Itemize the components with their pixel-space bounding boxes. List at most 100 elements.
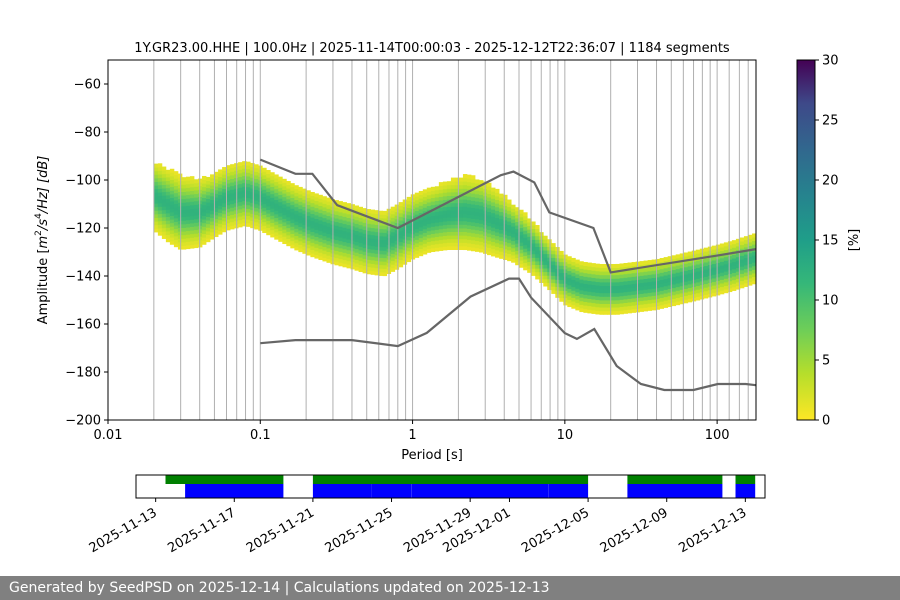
heatmap-cell <box>543 246 548 251</box>
heatmap-cell <box>470 240 476 245</box>
heatmap-cell <box>422 246 428 251</box>
heatmap-cell <box>298 212 303 217</box>
heatmap-cell <box>214 175 219 180</box>
heatmap-cell <box>322 210 327 215</box>
heatmap-cell <box>579 272 584 277</box>
heatmap-cell <box>390 221 396 226</box>
heatmap-cell <box>282 236 287 241</box>
heatmap-cell <box>715 269 721 274</box>
heatmap-cell <box>563 254 568 259</box>
heatmap-cell <box>222 174 227 179</box>
heatmap-cell <box>314 240 319 245</box>
heatmap-cell <box>531 271 536 276</box>
heatmap-cell <box>310 245 315 250</box>
heatmap-cell <box>579 286 584 291</box>
heatmap-cell <box>306 251 311 256</box>
heatmap-cell <box>398 212 404 217</box>
heatmap-cell <box>254 207 259 212</box>
heatmap-cell <box>254 214 259 219</box>
heatmap-cell <box>587 284 592 289</box>
heatmap-cell <box>153 185 159 190</box>
heatmap-cell <box>394 218 400 223</box>
heatmap-cell <box>161 195 167 200</box>
heatmap-cell <box>458 181 464 186</box>
heatmap-cell <box>198 239 203 244</box>
heatmap-cell <box>366 252 372 257</box>
heatmap-cell <box>382 239 388 244</box>
heatmap-cell <box>177 198 183 203</box>
heatmap-cell <box>181 209 187 214</box>
heatmap-cell <box>715 291 721 296</box>
heatmap-cell <box>442 185 448 190</box>
heatmap-cell <box>193 233 199 238</box>
heatmap-cell <box>378 261 384 266</box>
heatmap-cell <box>230 167 235 172</box>
heatmap-cell <box>181 202 187 207</box>
heatmap-cell <box>579 264 584 269</box>
heatmap-cell <box>446 213 452 218</box>
heatmap-cell <box>286 216 291 221</box>
heatmap-cell <box>242 179 247 184</box>
heatmap-cell <box>338 219 343 224</box>
heatmap-cell <box>479 241 484 246</box>
heatmap-cell <box>479 208 484 213</box>
heatmap-cell <box>358 221 363 226</box>
heatmap-cell <box>177 234 183 239</box>
heatmap-cell <box>306 240 311 245</box>
heatmap-cell <box>274 214 279 219</box>
availability-segment <box>627 475 723 484</box>
heatmap-cell <box>655 273 661 278</box>
heatmap-cell <box>430 215 436 220</box>
heatmap-cell <box>366 263 372 268</box>
heatmap-cell <box>479 223 484 228</box>
heatmap-cell <box>262 225 267 230</box>
heatmap-cell <box>703 287 709 292</box>
heatmap-cell <box>631 290 636 295</box>
heatmap-cell <box>282 196 287 201</box>
heatmap-cell <box>495 214 500 219</box>
heatmap-cell <box>173 199 179 204</box>
heatmap-cell <box>683 288 689 293</box>
heatmap-cell <box>169 186 175 191</box>
heatmap-cell <box>193 236 199 241</box>
heatmap-cell <box>338 201 343 206</box>
heatmap-cell <box>462 174 468 179</box>
heatmap-cell <box>422 232 428 237</box>
heatmap-cell <box>434 233 440 238</box>
heatmap-cell <box>458 220 464 225</box>
heatmap-cell <box>390 249 396 254</box>
heatmap-cell <box>238 223 243 228</box>
heatmap-cell <box>499 208 504 213</box>
heatmap-cell <box>169 208 175 213</box>
heatmap-cell <box>334 225 339 230</box>
heatmap-cell <box>563 265 568 270</box>
heatmap-cell <box>731 243 737 248</box>
heatmap-cell <box>639 261 644 266</box>
heatmap-cell <box>390 257 396 262</box>
heatmap-cell <box>651 273 657 278</box>
heatmap-cell <box>563 294 568 299</box>
heatmap-cell <box>735 253 741 258</box>
heatmap-cell <box>551 246 556 251</box>
heatmap-cell <box>161 216 167 221</box>
heatmap-cell <box>743 261 749 266</box>
heatmap-cell <box>507 213 512 218</box>
heatmap-cell <box>218 212 223 217</box>
heatmap-cell <box>643 296 649 301</box>
heatmap-cell <box>627 280 632 285</box>
heatmap-cell <box>495 217 500 222</box>
heatmap-cell <box>434 215 440 220</box>
heatmap-cell <box>731 240 737 245</box>
heatmap-cell <box>595 278 600 283</box>
heatmap-cell <box>238 194 243 199</box>
heatmap-cell <box>511 237 516 242</box>
heatmap-cell <box>169 229 175 234</box>
heatmap-cell <box>310 199 315 204</box>
heatmap-cell <box>326 237 331 242</box>
heatmap-cell <box>318 241 323 246</box>
heatmap-cell <box>495 253 500 258</box>
heatmap-cell <box>370 213 376 218</box>
heatmap-cell <box>226 222 231 227</box>
heatmap-cell <box>531 235 536 240</box>
heatmap-cell <box>551 279 556 284</box>
